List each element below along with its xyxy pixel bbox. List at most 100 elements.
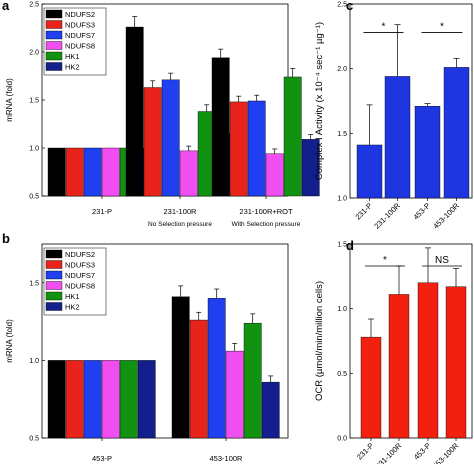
bar-c-0 <box>356 144 383 199</box>
panel-letter-c: c <box>346 0 353 13</box>
category-subtitle-a: No Selection pressure <box>148 221 212 228</box>
bar-a-ndufs2-1 <box>125 26 144 197</box>
bar-b-ndufs8-1 <box>225 350 244 439</box>
bar-a-ndufs8-2 <box>265 153 284 197</box>
legend-swatch-a-hk1 <box>45 51 63 61</box>
bar-d-1 <box>388 294 410 439</box>
legend-label-b: NDUFS8 <box>65 282 95 291</box>
legend-swatch-a-ndufs3 <box>45 20 63 29</box>
legend-label-a: NDUFS8 <box>65 42 95 51</box>
legend-label-b: HK2 <box>65 303 80 312</box>
y-axis-label-a: mRNA (fold) <box>5 78 14 122</box>
legend-label-a: HK1 <box>65 52 80 61</box>
category-label-c: 453-100R <box>431 201 461 231</box>
legend-swatch-b-ndufs3 <box>45 260 63 269</box>
bar-d-0 <box>360 336 382 439</box>
legend-swatch-b-hk1 <box>45 291 63 301</box>
y-tick-label-c: 1.0 <box>337 196 347 203</box>
category-label-b: 453-P <box>92 454 112 463</box>
legend-swatch-a-hk2 <box>45 62 63 71</box>
bar-b-hk1-1 <box>243 322 262 439</box>
legend-swatch-b-ndufs8 <box>45 281 63 290</box>
y-tick-label-b: 0.5 <box>29 436 39 443</box>
category-label-d: 453-100R <box>431 441 461 464</box>
bar-b-hk2-0 <box>137 360 156 439</box>
y-tick-label-d: 1.5 <box>337 242 347 249</box>
category-label-b: 453-100R <box>210 454 244 463</box>
category-label-a: 231-P <box>92 207 112 216</box>
bar-b-ndufs3-1 <box>189 319 208 439</box>
y-axis-label-d: OCR (µmol/min/million cells) <box>314 281 325 401</box>
category-subtitle-a: With Selection pressure <box>232 221 301 228</box>
bar-d-3 <box>445 286 467 439</box>
significance-label-d: * <box>383 255 387 266</box>
y-tick-label-a: 2.0 <box>29 50 39 57</box>
bar-a-ndufs3-2 <box>229 101 248 197</box>
bar-b-hk2-1 <box>261 381 280 439</box>
bar-a-ndufs2-0 <box>47 147 66 197</box>
y-tick-label-c: 2.5 <box>337 2 347 9</box>
bar-b-ndufs2-1 <box>171 296 190 439</box>
legend-label-a: NDUFS7 <box>65 31 95 40</box>
panel-letter-b: b <box>2 231 10 246</box>
legend-swatch-a-ndufs7 <box>45 30 63 40</box>
bar-a-ndufs8-1 <box>179 150 198 197</box>
legend-swatch-b-ndufs2 <box>45 249 63 259</box>
category-label-d: 231-P <box>355 441 376 462</box>
plot-frame-c <box>349 3 473 199</box>
category-label-d: 231-100R <box>374 441 404 464</box>
bar-b-hk1-0 <box>119 360 138 439</box>
legend-label-b: NDUFS7 <box>65 271 95 280</box>
bar-c-1 <box>384 76 411 199</box>
legend-label-b: HK1 <box>65 292 80 301</box>
y-tick-label-c: 1.5 <box>337 131 347 138</box>
bar-a-hk1-2 <box>283 76 302 197</box>
bar-a-ndufs3-1 <box>143 87 162 197</box>
y-tick-label-a: 0.5 <box>29 194 39 201</box>
legend-label-a: NDUFS2 <box>65 10 95 19</box>
legend-label-b: NDUFS3 <box>65 261 95 270</box>
legend-swatch-b-ndufs7 <box>45 270 63 280</box>
y-tick-label-b: 1.5 <box>29 280 39 287</box>
category-label-a: 231-100R <box>164 207 198 216</box>
significance-label-d: NS <box>435 255 449 266</box>
y-tick-label-b: 1.0 <box>29 358 39 365</box>
bar-b-ndufs7-1 <box>207 298 226 439</box>
legend-label-a: NDUFS3 <box>65 21 95 30</box>
bar-a-ndufs8-0 <box>101 147 120 197</box>
bar-d-2 <box>417 282 439 439</box>
y-tick-label-d: 0.5 <box>337 371 347 378</box>
y-tick-label-d: 0.0 <box>337 436 347 443</box>
category-label-c: 453-P <box>411 201 432 222</box>
category-label-d: 453-P <box>412 441 433 462</box>
plot-frame-d <box>349 243 473 439</box>
bar-b-ndufs7-0 <box>83 360 102 439</box>
significance-label-c: * <box>440 21 444 32</box>
legend-swatch-b-hk2 <box>45 302 63 311</box>
panel-letter-d: d <box>346 238 354 253</box>
y-tick-label-d: 1.0 <box>337 306 347 313</box>
category-label-a: 231-100R+ROT <box>239 207 293 216</box>
y-tick-label-c: 2.0 <box>337 66 347 73</box>
panel-letter-a: a <box>2 0 10 13</box>
plot-frame-b <box>41 243 289 439</box>
y-axis-label-c: Complex I Activity (x 10⁻⁴ sec⁻¹ µg⁻¹) <box>314 22 325 180</box>
y-axis-label-b: mRNA (fold) <box>5 319 14 363</box>
bar-b-ndufs2-0 <box>47 360 66 439</box>
legend-label-b: NDUFS2 <box>65 250 95 259</box>
legend-swatch-a-ndufs2 <box>45 9 63 19</box>
legend-swatch-a-ndufs8 <box>45 41 63 50</box>
bar-b-ndufs3-0 <box>65 360 84 439</box>
y-tick-label-a: 1.0 <box>29 146 39 153</box>
bar-c-2 <box>414 105 441 199</box>
category-label-c: 231-100R <box>372 201 402 231</box>
bar-a-ndufs3-0 <box>65 147 84 197</box>
bar-a-ndufs2-2 <box>211 57 230 197</box>
y-tick-label-a: 2.5 <box>29 2 39 9</box>
legend-label-a: HK2 <box>65 63 80 72</box>
category-label-c: 231-P <box>353 201 374 222</box>
significance-label-c: * <box>382 21 386 32</box>
bar-c-3 <box>443 67 470 199</box>
